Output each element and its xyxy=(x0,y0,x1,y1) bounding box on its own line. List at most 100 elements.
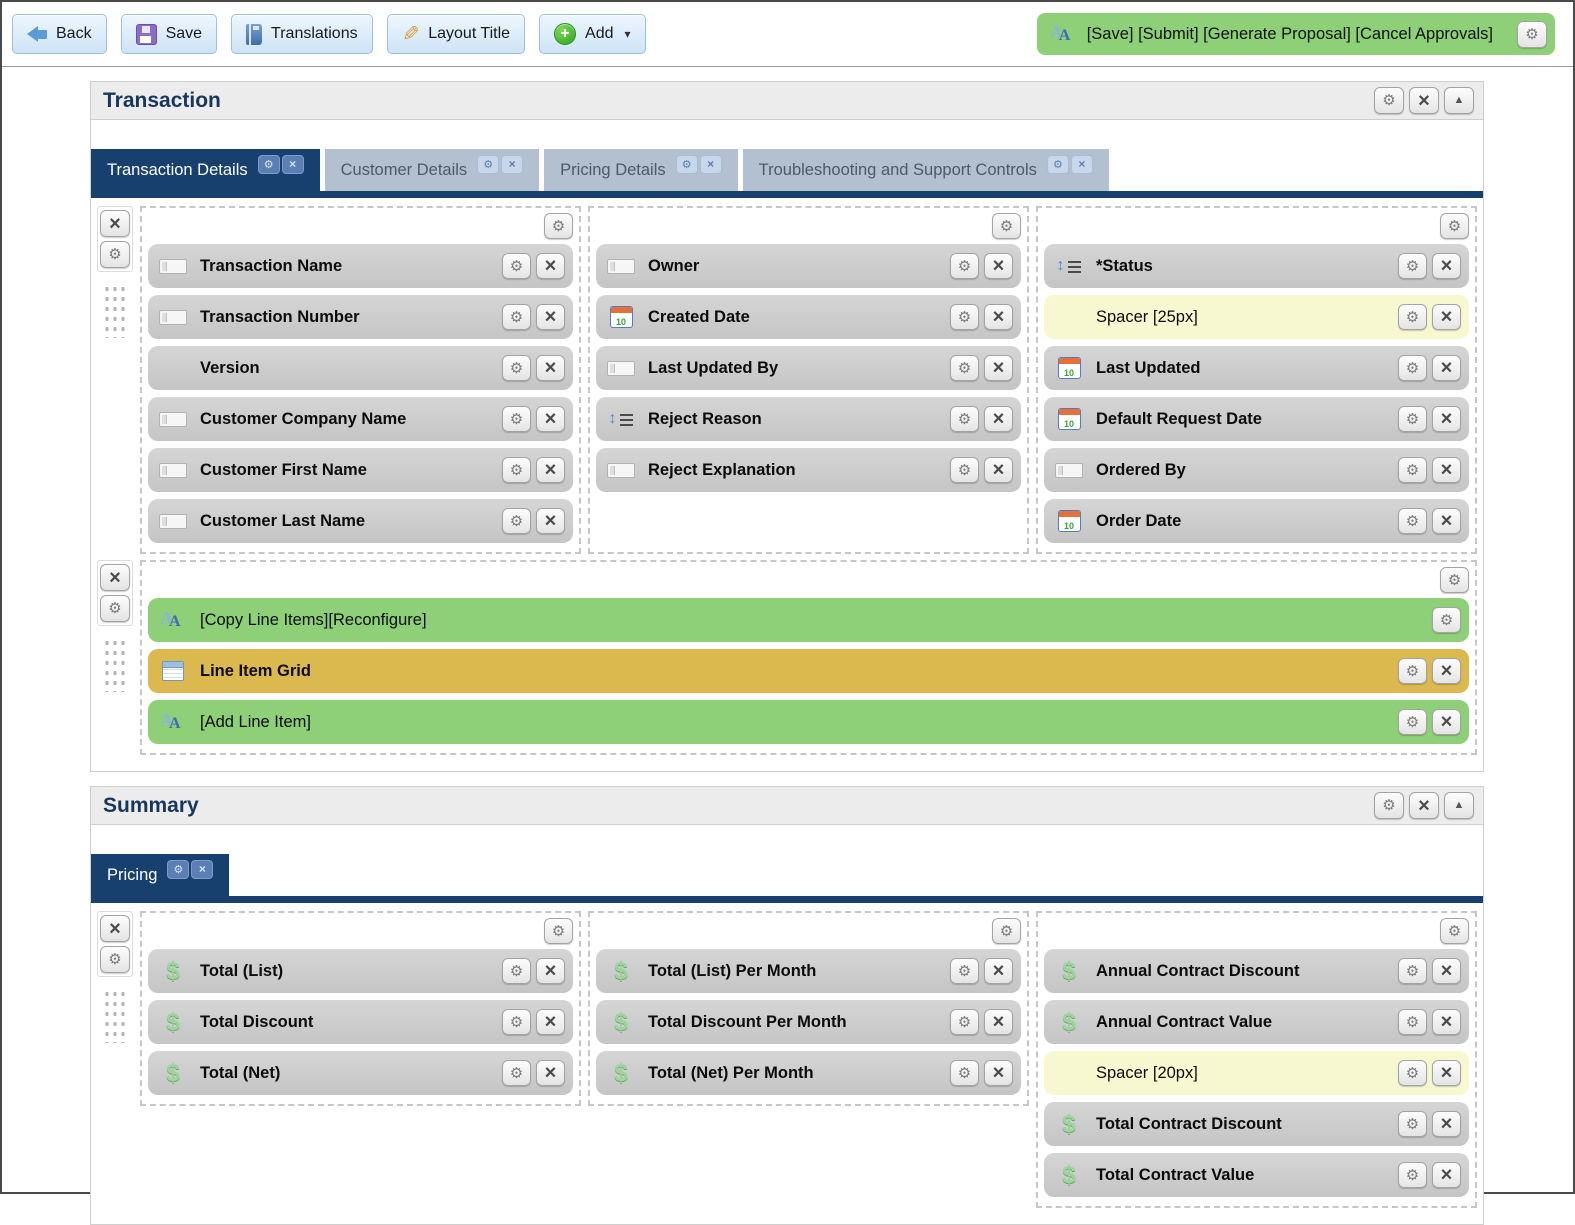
layout-row-remove-button[interactable]: × xyxy=(100,210,130,237)
field-settings-button[interactable]: ⚙ xyxy=(950,457,979,483)
save-button[interactable]: Save xyxy=(121,14,217,54)
field-remove-button[interactable]: × xyxy=(984,457,1013,483)
field-row-default-request-date[interactable]: Default Request Date ⚙× xyxy=(1044,397,1469,441)
panel-remove-button[interactable]: × xyxy=(1409,87,1439,114)
field-row-annual-contract-value[interactable]: $ Annual Contract Value ⚙× xyxy=(1044,1000,1469,1044)
field-row-status[interactable]: *Status ⚙× xyxy=(1044,244,1469,288)
tab-settings-button[interactable]: ⚙ xyxy=(477,155,499,174)
field-row-customer-last-name[interactable]: Customer Last Name ⚙× xyxy=(148,499,573,543)
field-row-annual-contract-discount[interactable]: $ Annual Contract Discount ⚙× xyxy=(1044,949,1469,993)
field-row-total-contract-discount[interactable]: $ Total Contract Discount ⚙× xyxy=(1044,1102,1469,1146)
field-settings-button[interactable]: ⚙ xyxy=(502,406,531,432)
field-remove-button[interactable]: × xyxy=(984,1060,1013,1086)
field-row-reject-reason[interactable]: Reject Reason ⚙× xyxy=(596,397,1021,441)
drag-handle[interactable] xyxy=(102,987,128,1043)
layout-row-settings-button[interactable]: ⚙ xyxy=(100,595,130,622)
field-settings-button[interactable]: ⚙ xyxy=(1398,457,1427,483)
drag-handle[interactable] xyxy=(102,636,128,692)
field-remove-button[interactable]: × xyxy=(1432,406,1461,432)
panel-collapse-button[interactable]: ▲ xyxy=(1444,792,1474,819)
tab-remove-button[interactable]: × xyxy=(191,860,213,879)
back-button[interactable]: Back xyxy=(12,14,107,54)
field-row-last-updated[interactable]: Last Updated ⚙× xyxy=(1044,346,1469,390)
field-settings-button[interactable]: ⚙ xyxy=(1398,658,1427,684)
field-settings-button[interactable]: ⚙ xyxy=(1398,958,1427,984)
panel-collapse-button[interactable]: ▲ xyxy=(1444,87,1474,114)
field-remove-button[interactable]: × xyxy=(984,958,1013,984)
field-row-total-list[interactable]: $ Total (List) ⚙× xyxy=(148,949,573,993)
field-remove-button[interactable]: × xyxy=(536,1009,565,1035)
column-settings-button[interactable]: ⚙ xyxy=(1440,213,1469,239)
field-row-total-net-per-month[interactable]: $ Total (Net) Per Month ⚙× xyxy=(596,1051,1021,1095)
column-settings-button[interactable]: ⚙ xyxy=(992,918,1021,944)
spacer-row[interactable]: Spacer [20px] ⚙× xyxy=(1044,1051,1469,1095)
field-row-transaction-number[interactable]: Transaction Number ⚙× xyxy=(148,295,573,339)
action-strip-settings-button[interactable]: ⚙ xyxy=(1517,21,1547,48)
field-remove-button[interactable]: × xyxy=(1432,958,1461,984)
field-row-ordered-by[interactable]: Ordered By ⚙× xyxy=(1044,448,1469,492)
tab-remove-button[interactable]: × xyxy=(1071,155,1093,174)
tab-pricing-details[interactable]: Pricing Details ⚙ × xyxy=(544,149,737,191)
field-row-total-contract-value[interactable]: $ Total Contract Value ⚙× xyxy=(1044,1153,1469,1197)
field-settings-button[interactable]: ⚙ xyxy=(950,406,979,432)
field-settings-button[interactable]: ⚙ xyxy=(1398,1060,1427,1086)
panel-settings-button[interactable]: ⚙ xyxy=(1374,87,1404,114)
column-settings-button[interactable]: ⚙ xyxy=(992,213,1021,239)
field-settings-button[interactable]: ⚙ xyxy=(1398,304,1427,330)
tab-settings-button[interactable]: ⚙ xyxy=(258,155,280,174)
field-settings-button[interactable]: ⚙ xyxy=(950,304,979,330)
field-settings-button[interactable]: ⚙ xyxy=(1398,1009,1427,1035)
field-row-owner[interactable]: Owner ⚙× xyxy=(596,244,1021,288)
field-settings-button[interactable]: ⚙ xyxy=(502,304,531,330)
tab-settings-button[interactable]: ⚙ xyxy=(167,860,189,879)
drag-handle[interactable] xyxy=(102,282,128,338)
field-settings-button[interactable]: ⚙ xyxy=(502,1060,531,1086)
field-settings-button[interactable]: ⚙ xyxy=(950,1009,979,1035)
field-remove-button[interactable]: × xyxy=(1432,658,1461,684)
field-remove-button[interactable]: × xyxy=(1432,1009,1461,1035)
field-remove-button[interactable]: × xyxy=(1432,709,1461,735)
field-remove-button[interactable]: × xyxy=(984,304,1013,330)
tab-remove-button[interactable]: × xyxy=(282,155,304,174)
field-settings-button[interactable]: ⚙ xyxy=(502,508,531,534)
field-row-transaction-name[interactable]: Transaction Name ⚙× xyxy=(148,244,573,288)
panel-remove-button[interactable]: × xyxy=(1409,792,1439,819)
layout-row-settings-button[interactable]: ⚙ xyxy=(100,241,130,268)
field-row-customer-first-name[interactable]: Customer First Name ⚙× xyxy=(148,448,573,492)
field-settings-button[interactable]: ⚙ xyxy=(1398,709,1427,735)
column-settings-button[interactable]: ⚙ xyxy=(1440,567,1469,593)
field-settings-button[interactable]: ⚙ xyxy=(502,355,531,381)
field-settings-button[interactable]: ⚙ xyxy=(502,457,531,483)
field-settings-button[interactable]: ⚙ xyxy=(1398,355,1427,381)
spacer-row[interactable]: Spacer [25px] ⚙× xyxy=(1044,295,1469,339)
field-remove-button[interactable]: × xyxy=(1432,253,1461,279)
field-settings-button[interactable]: ⚙ xyxy=(502,1009,531,1035)
column-settings-button[interactable]: ⚙ xyxy=(1440,918,1469,944)
tab-remove-button[interactable]: × xyxy=(700,155,722,174)
tab-transaction-details[interactable]: Transaction Details ⚙ × xyxy=(91,149,320,191)
field-remove-button[interactable]: × xyxy=(536,508,565,534)
field-remove-button[interactable]: × xyxy=(1432,1111,1461,1137)
field-row-total-net[interactable]: $ Total (Net) ⚙× xyxy=(148,1051,573,1095)
field-remove-button[interactable]: × xyxy=(1432,355,1461,381)
field-remove-button[interactable]: × xyxy=(1432,1162,1461,1188)
add-button[interactable]: + Add ▾ xyxy=(539,14,646,54)
panel-settings-button[interactable]: ⚙ xyxy=(1374,792,1404,819)
field-row-reject-explanation[interactable]: Reject Explanation ⚙× xyxy=(596,448,1021,492)
field-row-total-list-per-month[interactable]: $ Total (List) Per Month ⚙× xyxy=(596,949,1021,993)
layout-title-button[interactable]: ✎ Layout Title xyxy=(387,14,525,54)
field-settings-button[interactable]: ⚙ xyxy=(950,355,979,381)
field-row-created-date[interactable]: Created Date ⚙× xyxy=(596,295,1021,339)
tab-troubleshooting[interactable]: Troubleshooting and Support Controls ⚙ × xyxy=(743,149,1109,191)
field-settings-button[interactable]: ⚙ xyxy=(502,958,531,984)
action-row-add-line-item[interactable]: [Add Line Item] ⚙× xyxy=(148,700,1469,744)
translations-button[interactable]: Translations xyxy=(231,14,373,54)
field-remove-button[interactable]: × xyxy=(536,355,565,381)
field-remove-button[interactable]: × xyxy=(536,406,565,432)
field-remove-button[interactable]: × xyxy=(536,1060,565,1086)
field-settings-button[interactable]: ⚙ xyxy=(1398,406,1427,432)
field-remove-button[interactable]: × xyxy=(984,406,1013,432)
field-remove-button[interactable]: × xyxy=(984,355,1013,381)
field-row-total-discount[interactable]: $ Total Discount ⚙× xyxy=(148,1000,573,1044)
field-settings-button[interactable]: ⚙ xyxy=(950,958,979,984)
